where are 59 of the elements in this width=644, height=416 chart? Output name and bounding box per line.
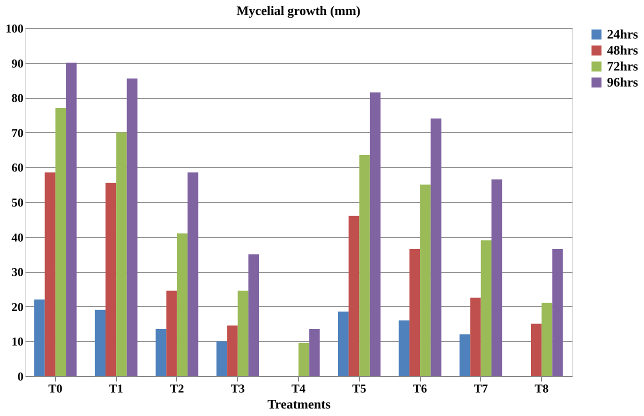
bar	[348, 216, 360, 376]
bar	[491, 179, 502, 376]
bar	[55, 108, 66, 376]
y-tick-label: 10	[12, 334, 24, 349]
x-tick-label: T8	[534, 382, 549, 396]
y-tick-label: 60	[12, 160, 24, 175]
y-tick-label: 30	[12, 265, 24, 280]
bar	[44, 172, 56, 376]
bar	[370, 92, 381, 376]
bar	[470, 298, 481, 376]
bar	[176, 233, 188, 376]
y-tick-label: 100	[6, 22, 24, 36]
bar	[238, 290, 248, 376]
bar	[66, 62, 77, 376]
bar	[248, 254, 259, 376]
x-axis-title: Treatments	[267, 396, 331, 412]
bar	[94, 310, 106, 376]
bar	[420, 184, 431, 376]
y-tick-label: 70	[12, 126, 24, 140]
bar	[398, 320, 410, 376]
y-tick-label: 50	[12, 196, 24, 210]
x-tick-label: T3	[230, 382, 245, 396]
y-tick-label: 40	[12, 230, 24, 244]
bar	[309, 329, 320, 376]
y-tick-label: 20	[12, 300, 24, 314]
x-tick-label: T0	[48, 382, 62, 396]
bar	[359, 155, 370, 376]
bar	[188, 172, 198, 376]
bar	[156, 329, 166, 376]
y-tick-label: 0	[18, 370, 24, 384]
bar	[338, 312, 349, 376]
bar	[530, 324, 542, 376]
legend-label: 72hrs	[607, 58, 638, 74]
y-tick-label: 80	[12, 91, 24, 106]
bar	[409, 248, 420, 376]
bar	[430, 118, 442, 376]
legend-label: 48hrs	[607, 42, 638, 58]
legend-label: 24hrs	[607, 26, 638, 42]
x-tick-label: T2	[170, 382, 184, 396]
bar	[460, 334, 470, 376]
bar	[126, 78, 138, 376]
bar	[542, 302, 552, 376]
bar	[298, 342, 310, 376]
bar	[227, 326, 238, 376]
chart-title: Mycelial growth (mm)	[236, 3, 360, 18]
y-tick-label: 90	[12, 56, 24, 70]
x-tick-label: T1	[109, 382, 124, 396]
x-tick-label: T4	[291, 382, 306, 396]
bar	[116, 132, 127, 376]
bar	[552, 248, 563, 376]
bar	[216, 341, 228, 376]
x-tick-label: T5	[352, 382, 366, 396]
bar	[480, 240, 492, 376]
bar	[34, 299, 45, 376]
bar	[166, 290, 177, 376]
bar	[106, 182, 116, 376]
legend-label: 96hrs	[607, 74, 638, 90]
x-tick-label: T7	[474, 382, 488, 396]
x-tick-label: T6	[413, 382, 428, 396]
